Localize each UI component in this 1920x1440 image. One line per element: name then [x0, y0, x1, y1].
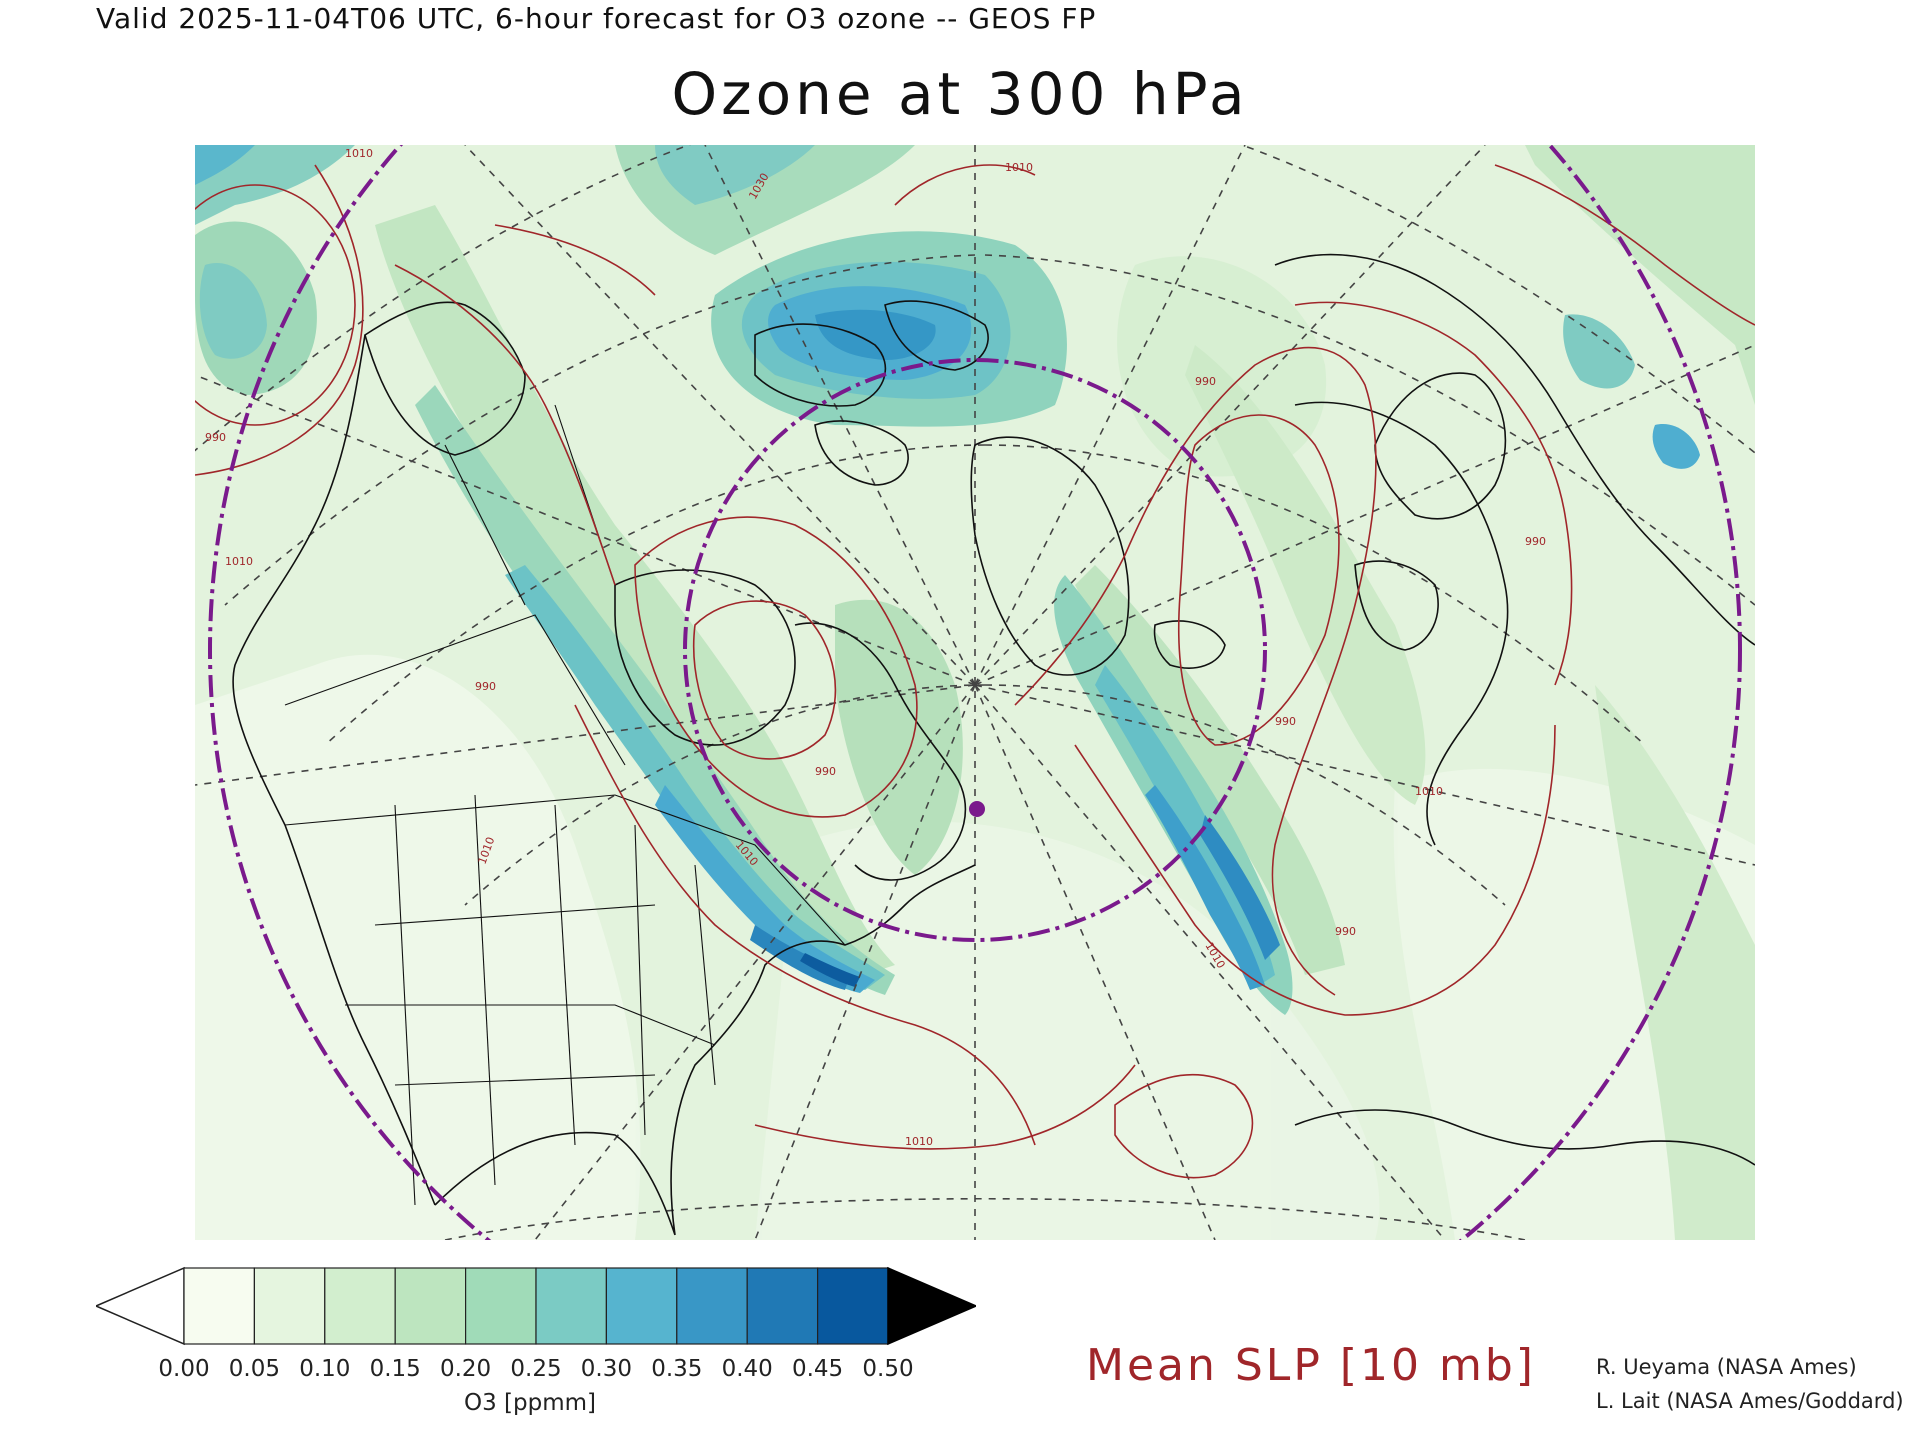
isobar-labels: 1010 1010 1030 990 1010 990 1010 990 101…	[205, 147, 1546, 1148]
political-boundaries	[284, 404, 846, 1206]
colorbar-tick-label: 0.25	[510, 1356, 562, 1382]
slp-isobars	[195, 164, 1755, 1179]
isobar-label: 990	[1275, 715, 1296, 728]
forecast-valid-line: Valid 2025-11-04T06 UTC, 6-hour forecast…	[96, 2, 1097, 35]
inner-range-ring	[683, 358, 1267, 942]
ozone-colorbar	[94, 1266, 978, 1346]
colorbar-cell	[746, 1267, 819, 1345]
colorbar-tick-label: 0.10	[299, 1356, 351, 1382]
colorbar-under-arrow	[94, 1266, 185, 1346]
isobar-label: 990	[205, 431, 226, 444]
colorbar-tick-label: 0.05	[228, 1356, 280, 1382]
ozone-map[interactable]: 1010 1010 1030 990 1010 990 1010 990 101…	[195, 145, 1755, 1240]
isobar-label: 1010	[225, 555, 253, 568]
colorbar-tick-label: 0.15	[369, 1356, 421, 1382]
isobar-label: 990	[815, 765, 836, 778]
ozone-east-blob	[1563, 314, 1700, 469]
colorbar-tick-labels: 0.00 0.05 0.10 0.15 0.20 0.25 0.30 0.35 0.40 0.45…	[0, 1356, 1000, 1386]
range-rings	[208, 145, 1742, 1240]
credits: R. Ueyama (NASA Ames) L. Lait (NASA Ames…	[1596, 1350, 1904, 1418]
colorbar-cell	[253, 1267, 326, 1345]
isobar-label: 1010	[1415, 785, 1443, 798]
ozone-medium-regions	[375, 145, 1755, 1240]
colorbar-cell	[535, 1267, 608, 1345]
map-title: Ozone at 300 hPa	[671, 60, 1249, 128]
colorbar-tick-label: 0.45	[791, 1356, 844, 1382]
lat-lon-grid	[195, 145, 1755, 1240]
slp-legend-label: Mean SLP [10 mb]	[1086, 1340, 1536, 1391]
isobar-label: 1010	[1005, 161, 1033, 174]
colorbar-tick-label: 0.20	[439, 1356, 492, 1382]
colorbar-cell	[465, 1267, 537, 1345]
isobar-label: 990	[1335, 925, 1356, 938]
colorbar-cell	[605, 1267, 678, 1345]
ozone-canada-trough	[415, 385, 895, 995]
ozone-northwest-high	[195, 145, 355, 395]
colorbar-tick-label: 0.35	[651, 1356, 703, 1382]
colorbar-over-arrow	[887, 1266, 978, 1346]
colorbar-cell	[324, 1267, 396, 1345]
colorbar-tick-label: 0.30	[580, 1356, 632, 1382]
colorbar-tick-label: 0.40	[721, 1356, 773, 1382]
isobar-label: 990	[1195, 375, 1216, 388]
colorbar-cell	[183, 1267, 256, 1345]
isobar-label: 1010	[905, 1135, 933, 1148]
isobar-label: 990	[475, 680, 496, 693]
colorbar-cell	[394, 1267, 467, 1345]
colorbar-cell	[816, 1267, 889, 1345]
colorbar-tick-label: 0.00	[158, 1356, 210, 1382]
colorbar-cell	[676, 1267, 748, 1345]
isobar-label: 1010	[345, 147, 373, 160]
credit-line: L. Lait (NASA Ames/Goddard)	[1596, 1389, 1904, 1413]
site-marker	[969, 801, 985, 817]
outer-range-ring	[208, 145, 1742, 1240]
colorbar-tick-label: 0.50	[862, 1356, 914, 1382]
credit-line: R. Ueyama (NASA Ames)	[1596, 1355, 1857, 1379]
ozone-arctic-high	[615, 145, 1067, 427]
isobar-label: 990	[1525, 535, 1546, 548]
colorbar-units: O3 [ppmm]	[464, 1390, 597, 1416]
ozone-atlantic-band	[1054, 575, 1293, 1015]
coastlines	[232, 253, 1755, 1236]
